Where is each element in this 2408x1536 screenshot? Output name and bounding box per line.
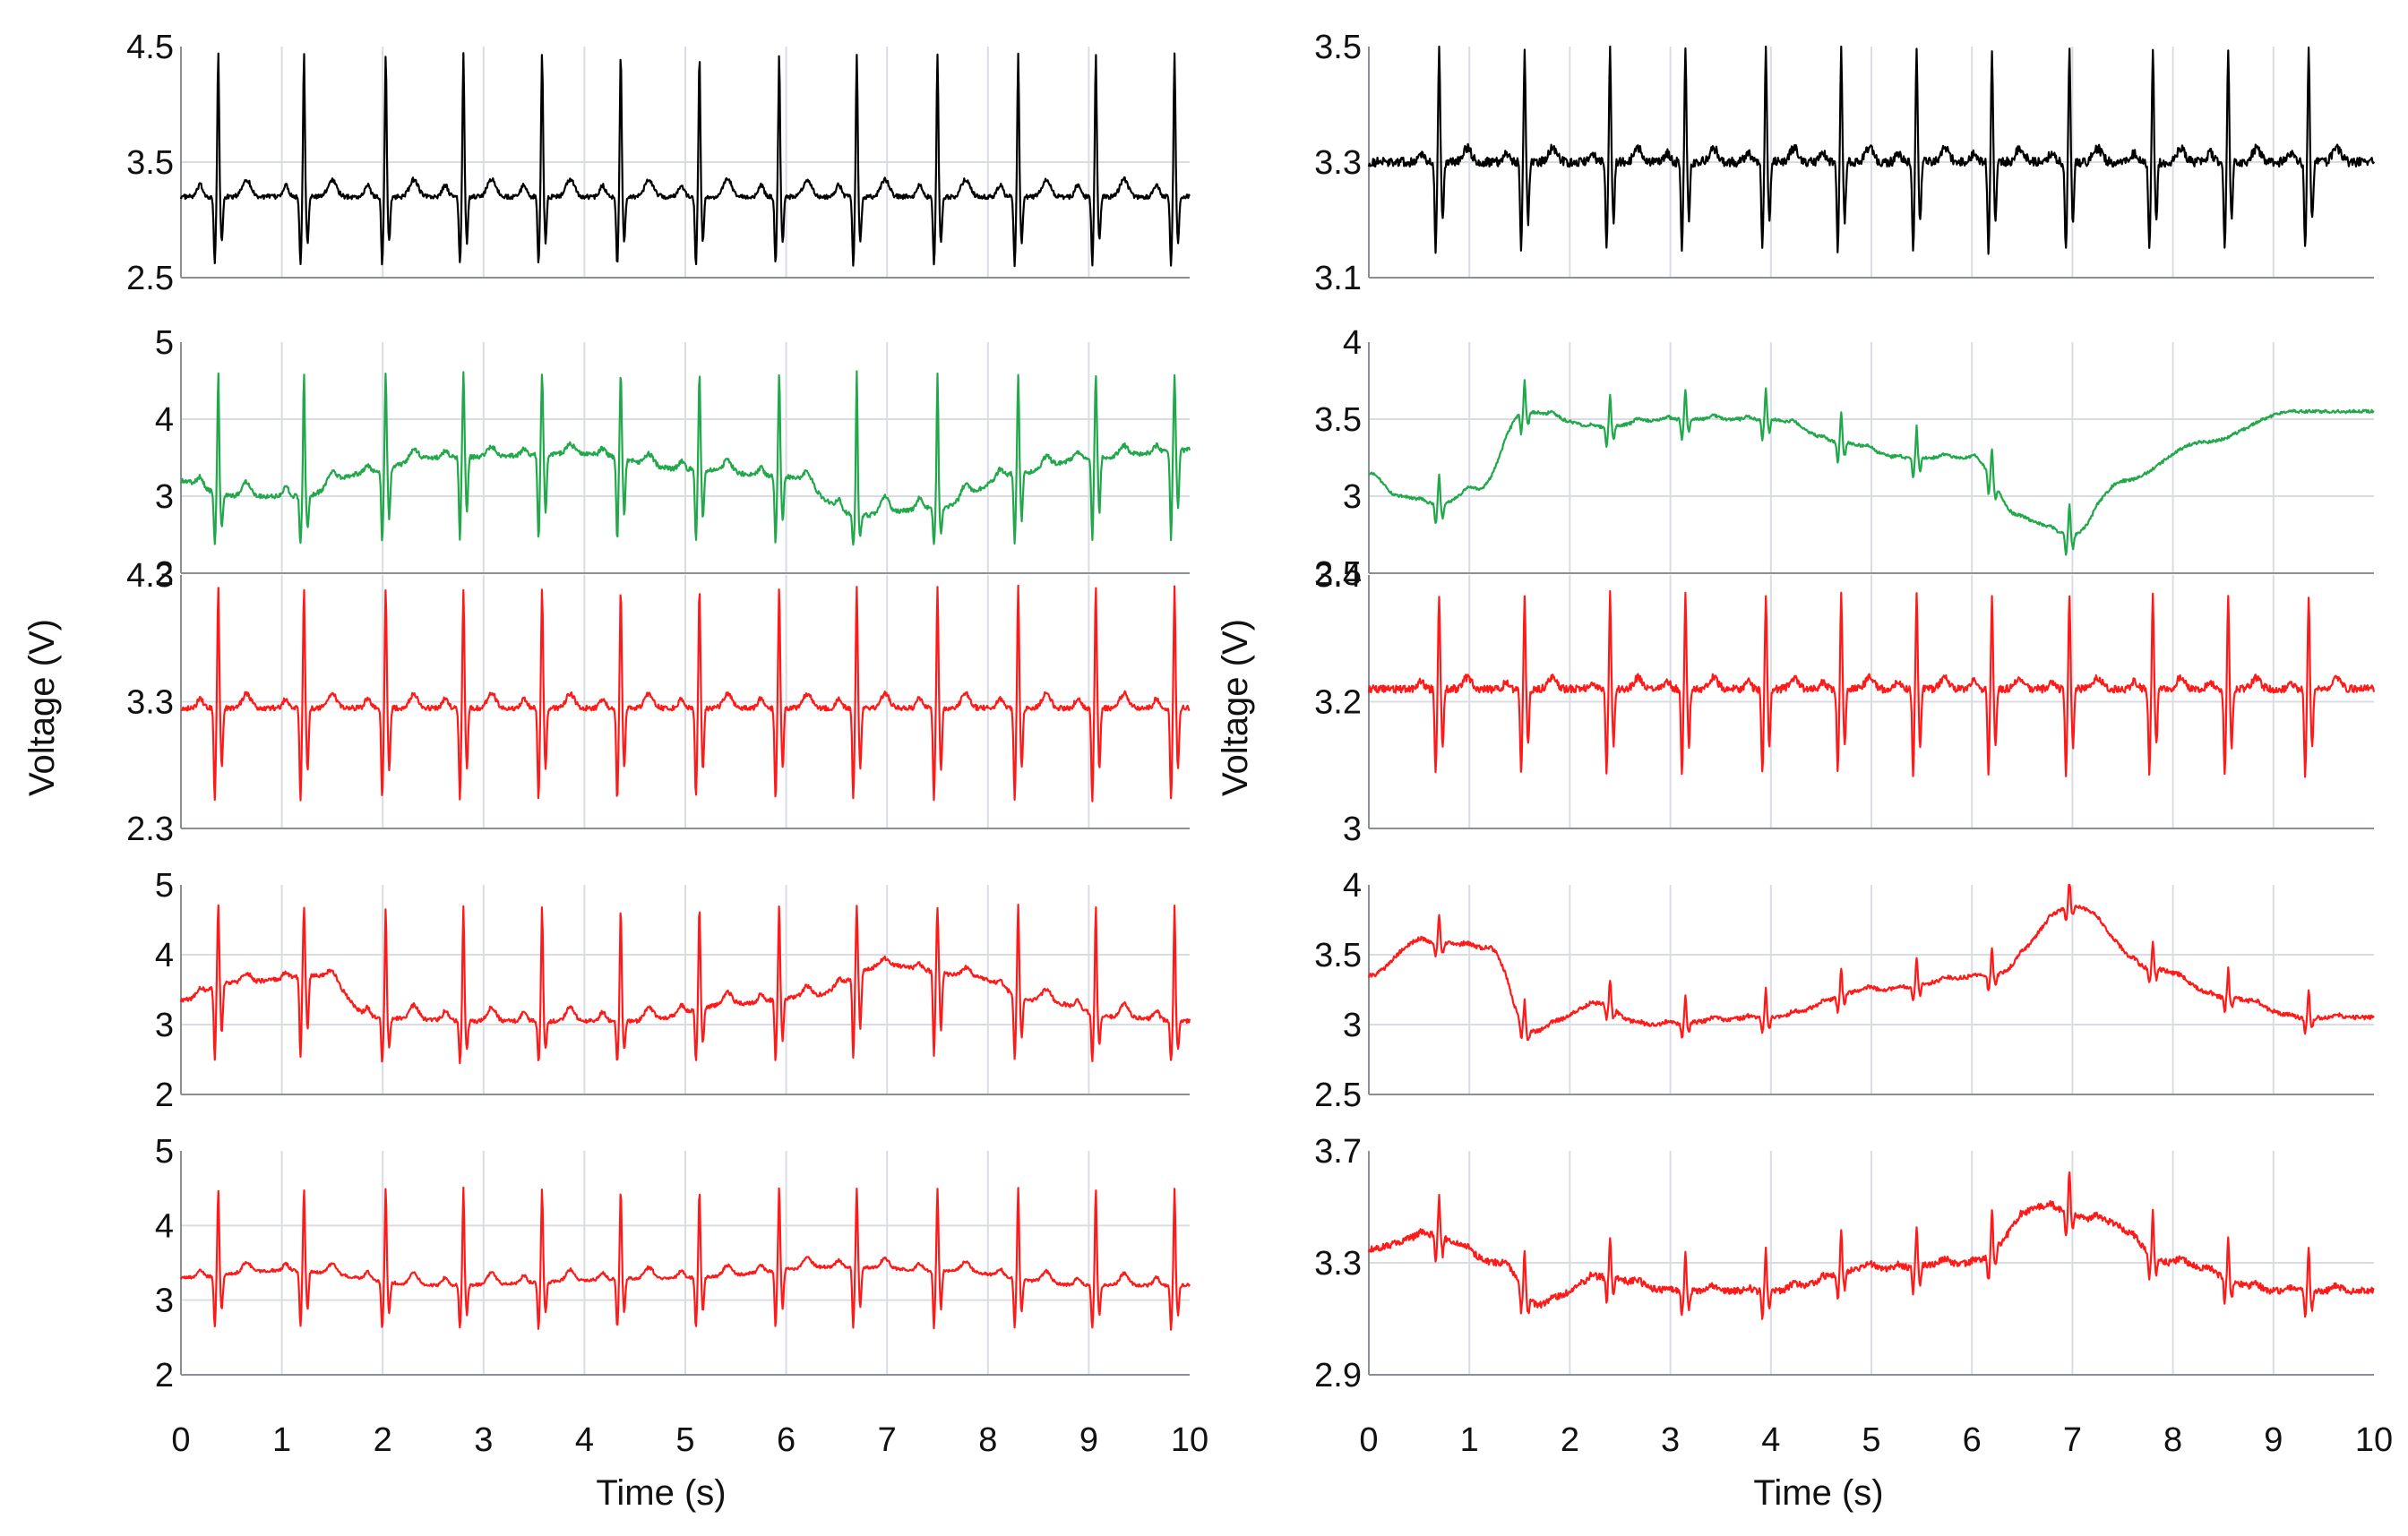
y-tick-label: 2.5 bbox=[1314, 555, 1362, 593]
x-tick-label: 4 bbox=[575, 1421, 594, 1459]
y-tick-label: 2.5 bbox=[1314, 1077, 1362, 1114]
y-tick-label: 3 bbox=[155, 1283, 174, 1320]
x-tick-label: 3 bbox=[474, 1421, 493, 1459]
series-line-L3 bbox=[180, 584, 1191, 802]
series-line-L1 bbox=[179, 52, 1191, 268]
y-axis-title-right: Voltage (V) bbox=[1216, 619, 1255, 796]
x-tick-label: 6 bbox=[777, 1421, 796, 1459]
series-line-L2 bbox=[180, 370, 1191, 546]
y-tick-label: 3.2 bbox=[1314, 684, 1362, 722]
x-tick-label: 5 bbox=[675, 1421, 694, 1459]
y-tick-label: 3.3 bbox=[1314, 1245, 1362, 1283]
series-line-R4 bbox=[1367, 883, 2375, 1042]
y-tick-label: 4 bbox=[155, 401, 174, 439]
y-tick-label: 3 bbox=[155, 1007, 174, 1044]
panel-R4: 2.5 3 3.5 4 bbox=[1314, 867, 2375, 1114]
y-tick-label: 3.5 bbox=[1314, 937, 1362, 974]
x-ticks-right: 0 1 2 3 4 5 6 7 8 9 10 bbox=[1359, 1421, 2393, 1459]
y-tick-label: 4 bbox=[1343, 867, 1362, 905]
y-tick-label: 4.5 bbox=[126, 29, 174, 66]
x-ticks-left: 0 1 2 3 4 5 6 7 8 9 10 bbox=[171, 1421, 1208, 1459]
y-tick-label: 3.3 bbox=[1314, 144, 1362, 182]
panel-L3: 2.3 3.3 4.3 bbox=[126, 557, 1191, 848]
x-axes-group: 0 1 2 3 4 5 6 7 8 9 10 0 1 2 3 4 5 6 7 8 9 10 Time (s) Time … bbox=[171, 1421, 2393, 1513]
y-tick-label: 4 bbox=[1343, 324, 1362, 362]
x-tick-label: 2 bbox=[1561, 1421, 1579, 1459]
panel-R3: 3 3.2 3.4 bbox=[1314, 557, 2376, 848]
x-tick-label: 10 bbox=[2355, 1421, 2393, 1459]
x-tick-label: 8 bbox=[2163, 1421, 2182, 1459]
y-tick-label: 2.5 bbox=[126, 260, 174, 297]
x-tick-label: 8 bbox=[978, 1421, 997, 1459]
x-tick-label: 6 bbox=[1963, 1421, 1982, 1459]
y-tick-label: 5 bbox=[155, 1133, 174, 1171]
series-line-R1 bbox=[1367, 45, 2375, 255]
y-tick-label: 5 bbox=[155, 867, 174, 905]
y-tick-label: 3.1 bbox=[1314, 260, 1362, 297]
x-tick-label: 0 bbox=[171, 1421, 190, 1459]
x-tick-label: 0 bbox=[1359, 1421, 1378, 1459]
x-tick-label: 1 bbox=[1460, 1421, 1479, 1459]
y-tick-label: 2.3 bbox=[126, 811, 174, 848]
y-tick-label: 3.7 bbox=[1314, 1133, 1362, 1171]
y-tick-label: 3.5 bbox=[126, 144, 174, 182]
series-line-R2 bbox=[1368, 379, 2375, 556]
y-tick-label: 5 bbox=[155, 324, 174, 362]
x-tick-label: 3 bbox=[1661, 1421, 1680, 1459]
x-tick-label: 1 bbox=[272, 1421, 291, 1459]
y-tick-label: 2 bbox=[155, 555, 174, 593]
series-line-R5 bbox=[1367, 1171, 2375, 1320]
x-tick-label: 7 bbox=[2063, 1421, 2082, 1459]
panel-R5: 2.9 3.3 3.7 bbox=[1314, 1133, 2375, 1394]
x-tick-label: 7 bbox=[878, 1421, 897, 1459]
y-tick-label: 3.5 bbox=[1314, 29, 1362, 66]
series-line-L5 bbox=[179, 1186, 1191, 1331]
panel-R2: 2.5 3 3.5 4 bbox=[1314, 324, 2375, 593]
y-tick-label: 3 bbox=[155, 478, 174, 516]
y-tick-label: 4 bbox=[155, 937, 174, 974]
y-tick-label: 3.5 bbox=[1314, 401, 1362, 439]
y-tick-label: 2 bbox=[155, 1077, 174, 1114]
series-line-R3 bbox=[1367, 589, 2376, 778]
y-tick-label: 2.9 bbox=[1314, 1357, 1362, 1394]
panel-L4: 2 3 4 5 bbox=[155, 867, 1191, 1114]
y-tick-label: 2 bbox=[155, 1357, 174, 1394]
series-line-L4 bbox=[179, 904, 1191, 1065]
y-tick-label: 3.4 bbox=[1314, 557, 1362, 595]
x-tick-label: 4 bbox=[1761, 1421, 1780, 1459]
panel-R1: 3.1 3.3 3.5 bbox=[1314, 29, 2375, 297]
x-tick-label: 10 bbox=[1171, 1421, 1208, 1459]
panels-group: 2.53.54.523452.33.34.3234523453.13.33.52… bbox=[126, 29, 2376, 1394]
panel-L2: 2 3 4 5 bbox=[155, 324, 1191, 593]
panel-L5: 2 3 4 5 bbox=[155, 1133, 1191, 1394]
x-axis-title-right: Time (s) bbox=[1753, 1473, 1883, 1513]
y-tick-label: 3 bbox=[1343, 478, 1362, 516]
y-tick-label: 4.3 bbox=[126, 557, 174, 595]
y-tick-label: 3 bbox=[1343, 1007, 1362, 1044]
x-axis-title-left: Time (s) bbox=[596, 1473, 726, 1513]
y-axis-title-left: Voltage (V) bbox=[22, 619, 62, 796]
x-tick-label: 2 bbox=[374, 1421, 392, 1459]
y-tick-label: 3 bbox=[1343, 811, 1362, 848]
x-tick-label: 9 bbox=[1079, 1421, 1098, 1459]
panel-L1: 2.5 3.5 4.5 bbox=[126, 29, 1191, 297]
y-tick-label: 4 bbox=[155, 1207, 174, 1245]
x-tick-label: 9 bbox=[2264, 1421, 2283, 1459]
x-tick-label: 5 bbox=[1862, 1421, 1880, 1459]
y-tick-label: 3.3 bbox=[126, 684, 174, 722]
